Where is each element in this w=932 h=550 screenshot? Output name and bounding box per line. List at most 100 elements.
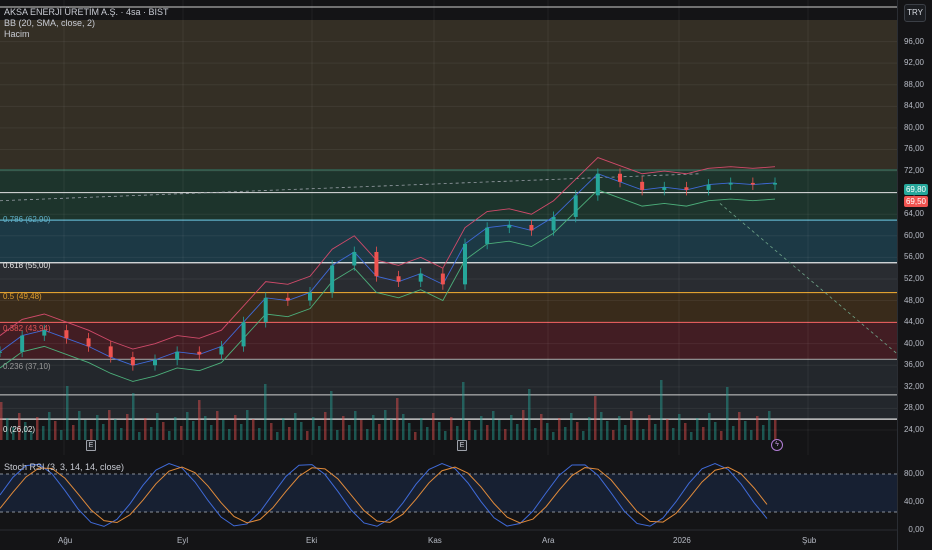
volume-bar xyxy=(420,418,423,440)
price-axis[interactable]: TRY 96,00 92,00 88,00 84,00 80,00 76,00 72,00 6… xyxy=(897,0,932,550)
price-tick-label: 48,00 xyxy=(903,295,924,305)
price-tick-label: 32,00 xyxy=(903,381,924,391)
stoch-rsi-label[interactable]: Stoch RSI (3, 3, 14, 14, close) xyxy=(4,462,125,472)
volume-bar xyxy=(84,420,87,440)
volume-bar xyxy=(540,414,543,440)
volume-bar xyxy=(90,429,93,440)
volume-bar xyxy=(180,426,183,440)
earnings-marker[interactable]: E xyxy=(86,440,96,451)
time-tick-label: Şub xyxy=(802,536,817,545)
candle-body xyxy=(640,181,645,190)
candle-body xyxy=(263,297,268,323)
volume-bar xyxy=(570,413,573,440)
volume-bar xyxy=(528,389,531,440)
volume-bar xyxy=(726,387,729,440)
fib-zone xyxy=(0,322,898,360)
volume-bar xyxy=(702,427,705,440)
volume-bar xyxy=(252,419,255,440)
candle-body xyxy=(308,292,312,301)
candle-body xyxy=(440,273,445,285)
volume-bar xyxy=(198,400,201,440)
volume-bar xyxy=(456,426,459,440)
volume-bar xyxy=(312,417,315,440)
volume-bar xyxy=(222,420,225,440)
fib-label-0236: 0.236 (37,10) xyxy=(3,362,51,371)
bb-basis xyxy=(0,173,776,366)
volume-bar xyxy=(522,410,525,440)
price-tick-label: 44,00 xyxy=(903,317,924,327)
volume-bar xyxy=(6,418,9,440)
volume-bar xyxy=(648,415,651,440)
volume-bar xyxy=(324,412,327,440)
volume-bar xyxy=(750,430,753,440)
fib-zone xyxy=(0,262,898,293)
price-tick-label: 80,00 xyxy=(903,122,924,132)
volume-bar xyxy=(564,427,567,440)
candle-body xyxy=(618,173,622,182)
volume-bar xyxy=(264,384,267,440)
volume-bar xyxy=(354,411,357,440)
candle-body xyxy=(684,187,689,190)
volume-bar xyxy=(468,421,471,440)
candle-body xyxy=(20,335,25,352)
fib-zone xyxy=(0,20,898,172)
volume-bar xyxy=(624,425,627,440)
candle-body xyxy=(463,243,467,285)
volume-bar xyxy=(48,412,51,440)
volume-bar xyxy=(336,430,339,440)
candle-body xyxy=(241,322,246,347)
candle-body xyxy=(175,351,180,360)
price-chart[interactable] xyxy=(0,0,898,550)
lightning-event-icon[interactable]: ϟ xyxy=(771,439,783,451)
volume-bar xyxy=(690,432,693,440)
earnings-marker[interactable]: E xyxy=(457,440,467,451)
candle-body xyxy=(108,346,113,358)
volume-bar xyxy=(438,422,441,440)
volume-bar xyxy=(480,416,483,440)
fib-label-0382: 0.382 (43,94) xyxy=(3,324,51,333)
volume-bar xyxy=(174,417,177,440)
volume-bar xyxy=(366,429,369,440)
volume-bar xyxy=(228,429,231,440)
volume-bar xyxy=(42,426,45,440)
price-tick-label: 96,00 xyxy=(903,36,924,46)
volume-bar xyxy=(606,421,609,440)
volume-bar xyxy=(270,423,273,440)
stoch-tick-label: 0,00 xyxy=(908,525,924,534)
volume-bar xyxy=(192,421,195,440)
volume-bar xyxy=(582,431,585,440)
bb-indicator-label[interactable]: BB (20, SMA, close, 2) xyxy=(4,18,96,28)
price-tick-label: 40,00 xyxy=(903,338,924,348)
currency-selector[interactable]: TRY xyxy=(904,4,926,22)
volume-bar xyxy=(738,412,741,440)
candle-body xyxy=(507,225,512,228)
volume-bar xyxy=(708,413,711,440)
volume-bar xyxy=(240,424,243,440)
candle-body xyxy=(662,187,667,190)
candle-body xyxy=(595,173,600,196)
volume-indicator-label[interactable]: Hacim xyxy=(4,29,30,39)
volume-bar xyxy=(156,413,159,440)
bb-lower-band xyxy=(0,189,776,382)
candle-body xyxy=(197,351,202,355)
volume-bar xyxy=(276,432,279,440)
volume-bar xyxy=(732,426,735,440)
volume-bar xyxy=(372,415,375,440)
price-tick-label: 64,00 xyxy=(903,209,924,219)
volume-bar xyxy=(714,422,717,440)
volume-bar xyxy=(102,424,105,440)
volume-bar xyxy=(612,430,615,440)
price-tick-label: 92,00 xyxy=(903,58,924,68)
volume-bar xyxy=(516,424,519,440)
stoch-tick-label: 40,00 xyxy=(903,497,924,506)
volume-bar xyxy=(558,418,561,440)
trend-line xyxy=(719,203,898,355)
volume-bar xyxy=(432,413,435,440)
volume-bar xyxy=(96,415,99,440)
fib-label-0: 0 (26,02) xyxy=(3,425,36,434)
volume-bar xyxy=(114,419,117,440)
volume-bar xyxy=(402,414,405,440)
volume-bar xyxy=(534,428,537,440)
volume-bar xyxy=(774,420,777,440)
